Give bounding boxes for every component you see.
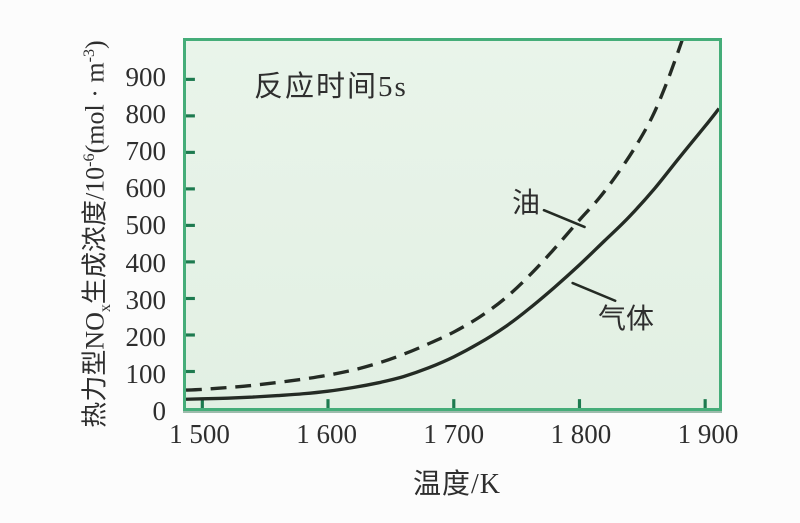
y-tick-label: 0 bbox=[152, 396, 167, 426]
gas-curve-label: 气体 bbox=[598, 304, 655, 335]
y-tick-label: 400 bbox=[125, 247, 167, 278]
gas-leader-line bbox=[571, 281, 617, 303]
oil-leader-line bbox=[542, 208, 586, 229]
plot-area: 反应时间5s 油 气体 bbox=[183, 38, 722, 411]
y-tick-label: 900 bbox=[125, 61, 167, 92]
chart-svg bbox=[186, 41, 719, 408]
y-tick-label: 300 bbox=[125, 284, 167, 315]
reaction-time-annotation: 反应时间5s bbox=[254, 71, 408, 103]
oil-curve-label: 油 bbox=[512, 188, 541, 219]
y-tick-label: 600 bbox=[125, 173, 167, 204]
y-tick-label: 500 bbox=[125, 210, 167, 241]
x-tick-label: 1 600 bbox=[296, 419, 358, 449]
x-tick-label: 1 800 bbox=[550, 419, 612, 449]
x-tick-label: 1 700 bbox=[423, 419, 485, 449]
y-tick-label: 100 bbox=[125, 358, 167, 389]
x-axis-title: 温度/K bbox=[412, 469, 501, 500]
y-tick-label: 800 bbox=[125, 99, 167, 130]
y-tick-label: 200 bbox=[125, 321, 167, 352]
x-tick-label: 1 900 bbox=[677, 419, 739, 449]
y-tick-label: 700 bbox=[125, 136, 167, 167]
gas-curve bbox=[186, 107, 719, 401]
x-tick-label: 1 500 bbox=[169, 419, 230, 449]
